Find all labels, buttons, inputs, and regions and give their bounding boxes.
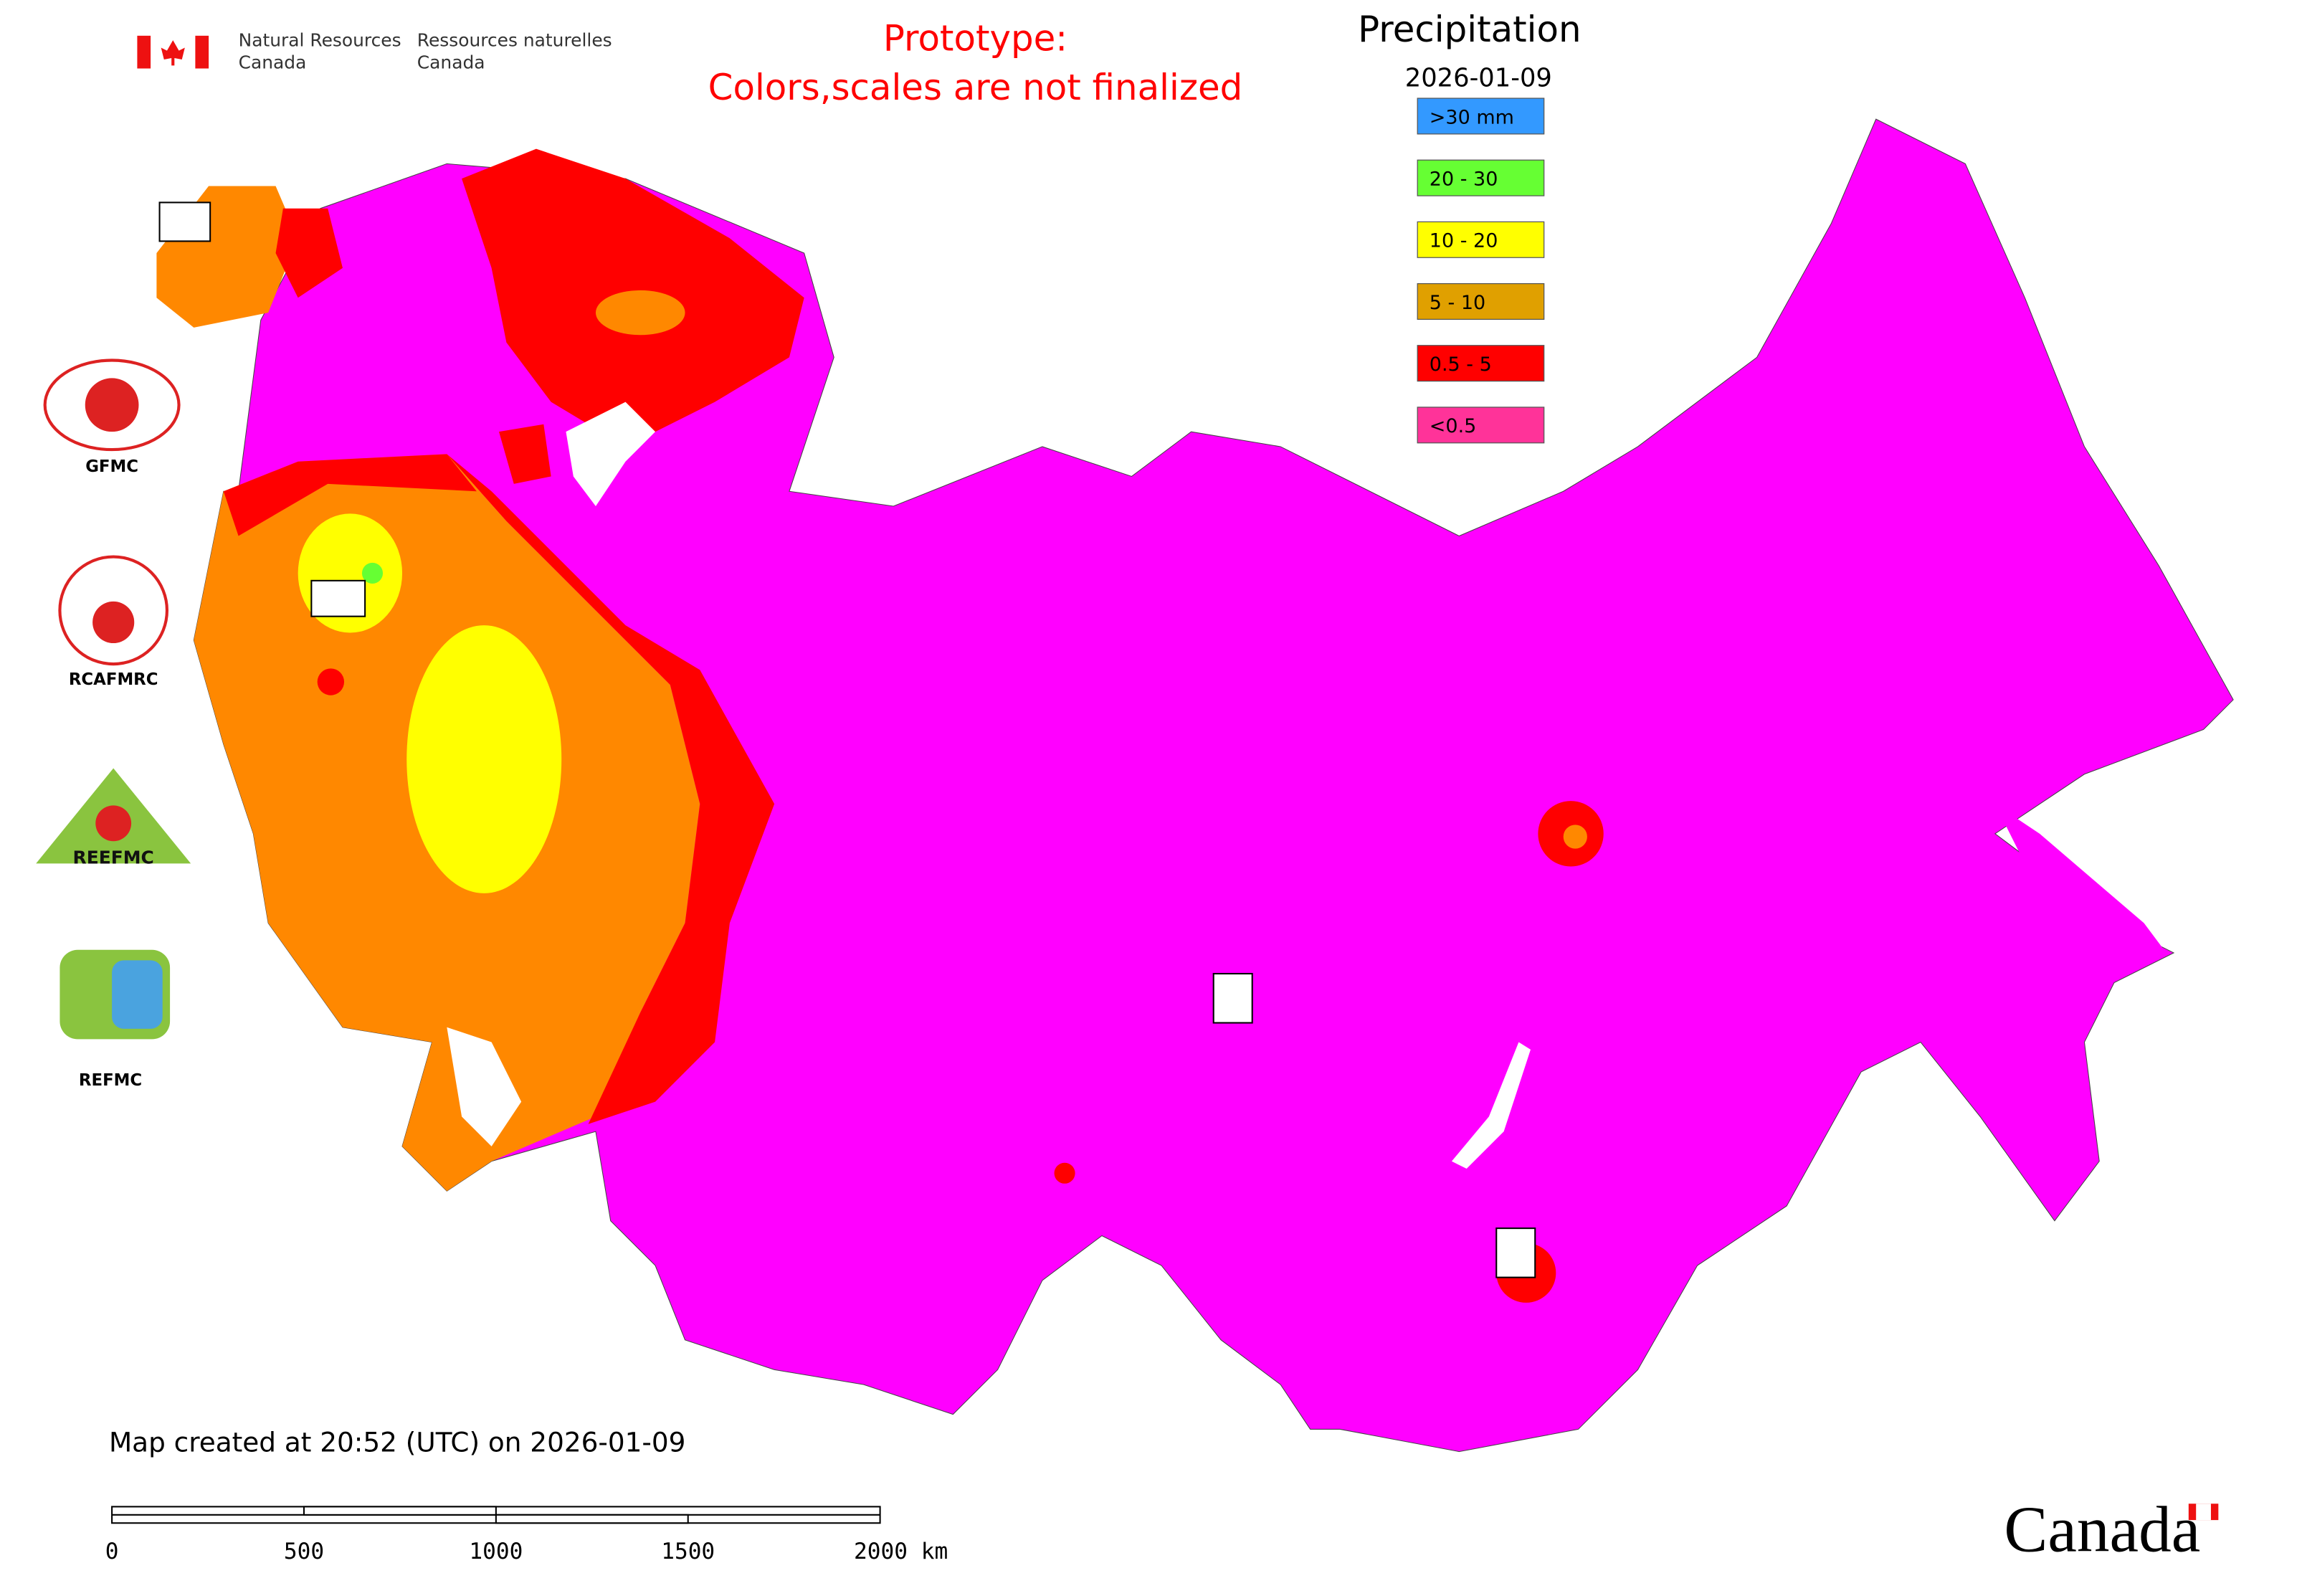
- region-orange-patch: [596, 290, 685, 335]
- canada-wordmark: Canada: [2004, 1493, 2200, 1566]
- logo-text: REEFMC: [73, 847, 154, 868]
- agency-fr: Ressources naturelles: [417, 29, 612, 50]
- marker: [160, 202, 211, 241]
- legend-label: 5 - 10: [1430, 292, 1485, 314]
- region-orange-spot: [1564, 825, 1587, 848]
- region-red-spot: [1055, 1163, 1075, 1184]
- legend-date: 2026-01-09: [1405, 63, 1552, 92]
- agency-fr: Canada: [417, 52, 485, 73]
- legend-label: >30 mm: [1430, 106, 1514, 128]
- prototype-note: Prototype:: [883, 18, 1067, 60]
- created-note: Map created at 20:52 (UTC) on 2026-01-09: [109, 1427, 685, 1458]
- agency-en: Canada: [239, 52, 307, 73]
- scale-bar: [496, 1515, 688, 1523]
- logo-reefmc: [95, 805, 131, 841]
- scale-label: 1000: [469, 1539, 523, 1564]
- map-page: Natural Resources Canada Ressources natu…: [0, 0, 2302, 1596]
- agency-en: Natural Resources: [239, 29, 401, 50]
- scale-label: 0: [105, 1539, 119, 1564]
- flag-bar: [195, 36, 209, 69]
- legend-label: 10 - 20: [1430, 230, 1498, 252]
- region-red-spot: [318, 668, 344, 695]
- logo-gfmc: [85, 378, 139, 432]
- logo-label: REFMC: [79, 1071, 142, 1090]
- scale-label: 2000 km: [854, 1539, 948, 1564]
- logo-refmc: [112, 960, 163, 1029]
- wordmark-flag: [2196, 1504, 2211, 1520]
- scale-label: 1500: [661, 1539, 715, 1564]
- logo-label: RCAFMRC: [69, 670, 158, 689]
- flag-bar: [137, 36, 151, 69]
- scale-bar: [304, 1506, 496, 1514]
- region-yellow: [406, 625, 561, 893]
- logo-label: GFMC: [85, 457, 138, 476]
- legend-label: <0.5: [1430, 415, 1477, 437]
- scale-label: 500: [284, 1539, 324, 1564]
- legend-label: 20 - 30: [1430, 168, 1498, 191]
- marker: [1214, 974, 1252, 1023]
- legend-title: Precipitation: [1358, 9, 1581, 50]
- legend-label: 0.5 - 5: [1430, 353, 1492, 376]
- marker: [1496, 1228, 1535, 1278]
- prototype-note: Colors,scales are not finalized: [708, 67, 1243, 108]
- marker: [311, 581, 365, 617]
- logo-rcafmrc: [92, 602, 134, 643]
